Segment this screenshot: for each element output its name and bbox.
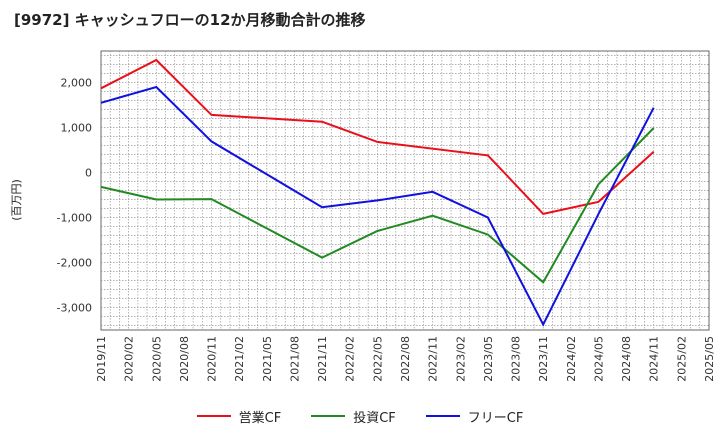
series-line-3 bbox=[100, 85, 655, 327]
x-tick-label: 2020/08 bbox=[178, 336, 191, 382]
legend-label: フリーCF bbox=[467, 410, 524, 426]
series-line-2 bbox=[100, 127, 655, 284]
legend-item-2: 投資CF bbox=[311, 407, 396, 426]
x-tick-label: 2020/02 bbox=[123, 336, 136, 382]
x-tick-label: 2023/08 bbox=[510, 336, 523, 382]
x-tick-label: 2022/08 bbox=[399, 336, 412, 382]
x-tick-label: 2023/11 bbox=[537, 336, 550, 382]
x-tick-label: 2023/02 bbox=[454, 336, 467, 382]
x-tick-label: 2021/11 bbox=[316, 336, 329, 382]
legend-swatch bbox=[311, 415, 346, 417]
x-tick-label: 2022/11 bbox=[427, 336, 440, 382]
y-tick-label: -2,000 bbox=[57, 257, 92, 270]
x-tick-label: 2024/05 bbox=[592, 336, 605, 382]
x-tick-label: 2021/05 bbox=[261, 336, 274, 382]
x-tick-label: 2024/08 bbox=[620, 336, 633, 382]
x-tick-label: 2025/02 bbox=[675, 336, 688, 382]
y-tick-label: -1,000 bbox=[57, 212, 92, 225]
x-tick-label: 2019/11 bbox=[95, 336, 108, 382]
x-tick-label: 2022/02 bbox=[344, 336, 357, 382]
y-tick-label: 0 bbox=[85, 167, 92, 180]
legend-swatch bbox=[196, 415, 231, 417]
legend-swatch bbox=[425, 415, 460, 417]
x-tick-label: 2024/11 bbox=[648, 336, 661, 382]
legend-item-1: 営業CF bbox=[196, 407, 282, 426]
y-tick-label: -3,000 bbox=[57, 302, 92, 315]
x-tick-label: 2021/08 bbox=[288, 336, 301, 382]
x-tick-label: 2020/11 bbox=[206, 336, 219, 382]
series-line-1 bbox=[100, 58, 655, 215]
legend-item-3: フリーCF bbox=[425, 407, 524, 426]
x-tick-label: 2023/05 bbox=[482, 336, 495, 382]
x-tick-label: 2022/05 bbox=[371, 336, 384, 382]
legend: 営業CF 投資CF フリーCF bbox=[0, 404, 720, 428]
x-tick-label: 2025/05 bbox=[703, 336, 716, 382]
x-tick-label: 2024/02 bbox=[565, 336, 578, 382]
x-tick-label: 2021/02 bbox=[233, 336, 246, 382]
x-tick-label: 2020/05 bbox=[150, 336, 163, 382]
legend-label: 営業CF bbox=[238, 410, 282, 426]
y-tick-label: 2,000 bbox=[61, 77, 93, 90]
legend-label: 投資CF bbox=[353, 410, 396, 426]
y-tick-label: 1,000 bbox=[61, 122, 93, 135]
chart-title: [9972] キャッシュフローの12か月移動合計の推移 bbox=[14, 11, 366, 29]
